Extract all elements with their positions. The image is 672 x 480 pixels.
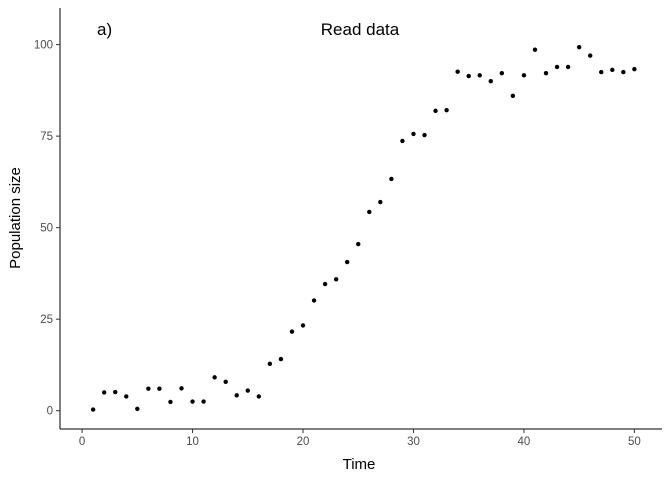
data-point — [168, 399, 173, 405]
y-tick-label: 100 — [34, 40, 53, 52]
data-point — [311, 298, 317, 303]
data-point — [157, 386, 162, 391]
data-point — [521, 73, 527, 78]
data-point — [256, 394, 262, 399]
x-axis-ticks: 0 10 20 30 40 50 — [79, 429, 641, 448]
data-point — [610, 67, 615, 73]
data-point — [565, 64, 571, 70]
data-point — [477, 73, 482, 78]
data-points — [90, 44, 637, 412]
data-point — [499, 70, 505, 76]
x-tick-label: 30 — [407, 436, 420, 448]
data-point — [543, 70, 549, 76]
data-point — [488, 79, 493, 84]
data-point — [223, 379, 228, 384]
data-point — [444, 107, 449, 113]
data-point — [190, 399, 195, 404]
data-point — [201, 399, 206, 404]
data-point — [113, 389, 118, 395]
data-point — [179, 386, 184, 391]
data-point — [322, 281, 328, 287]
axes — [59, 8, 662, 430]
data-point — [411, 131, 416, 137]
data-point — [90, 407, 96, 412]
data-point — [101, 390, 107, 395]
data-point — [289, 329, 295, 334]
x-tick-label: 10 — [186, 436, 199, 448]
data-point — [378, 199, 383, 205]
x-tick-label: 50 — [628, 436, 641, 448]
data-point — [234, 393, 239, 398]
data-point — [344, 259, 350, 265]
x-tick-label: 0 — [79, 436, 85, 448]
chart-title: Read data — [321, 20, 400, 39]
data-point — [510, 93, 516, 99]
x-tick-label: 20 — [297, 436, 310, 448]
x-axis-title: Time — [343, 456, 376, 473]
data-point — [400, 138, 405, 144]
y-tick-label: 75 — [40, 131, 53, 143]
data-point — [333, 277, 339, 282]
data-point — [632, 66, 637, 72]
x-tick-label: 40 — [518, 436, 531, 448]
y-axis-title: Population size — [7, 167, 24, 269]
data-point — [278, 356, 284, 362]
y-axis-ticks: 0 25 50 75 100 — [34, 40, 60, 418]
data-point — [422, 132, 427, 138]
data-point — [212, 375, 217, 380]
y-tick-label: 50 — [40, 223, 53, 235]
data-point — [588, 53, 593, 58]
data-point — [466, 73, 471, 79]
data-point — [267, 361, 273, 367]
data-point — [245, 388, 250, 393]
data-point — [146, 386, 151, 391]
data-point — [300, 323, 306, 328]
data-point — [367, 209, 372, 215]
data-point — [135, 406, 140, 412]
data-point — [621, 69, 626, 75]
y-tick-label: 0 — [47, 406, 53, 418]
data-point — [433, 108, 438, 114]
panel-label: a) — [97, 20, 112, 39]
data-point — [599, 69, 604, 75]
data-point — [455, 69, 460, 74]
data-point — [532, 47, 538, 52]
data-point — [356, 241, 361, 247]
data-point — [554, 64, 560, 70]
data-point — [389, 176, 394, 182]
data-point — [124, 394, 129, 399]
y-tick-label: 25 — [40, 314, 53, 326]
data-point — [576, 44, 582, 50]
